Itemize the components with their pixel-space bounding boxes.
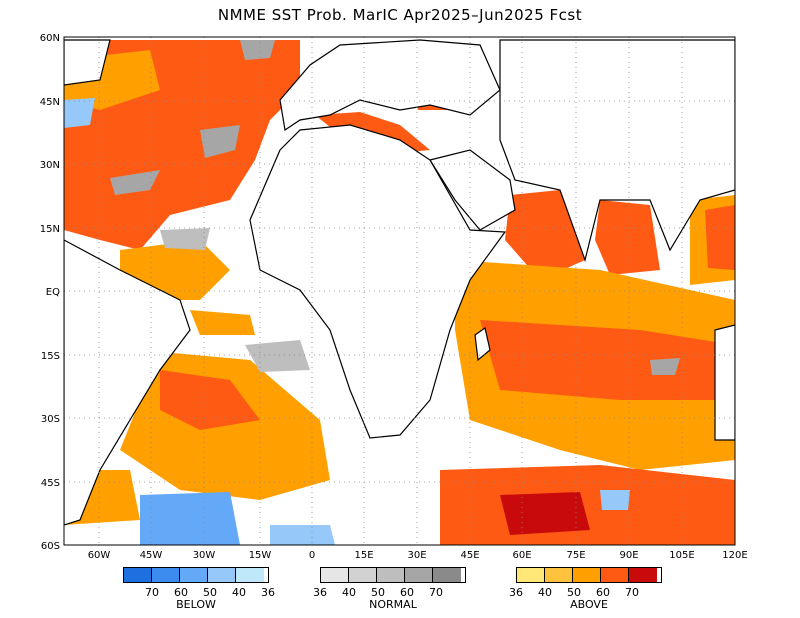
south-america-outline (64, 239, 191, 526)
legend-normal: 36 40 50 60 70 NORMAL (313, 567, 466, 611)
lon-label: 60W (88, 550, 111, 560)
lat-label: 30N (40, 160, 60, 171)
map-title: NMME SST Prob. MarIC Apr2025–Jun2025 Fcs… (217, 6, 583, 24)
lon-label: 15W (249, 550, 272, 560)
legend-swatch (152, 568, 180, 582)
legend-tick: 40 (342, 586, 356, 599)
europe-outline (279, 39, 501, 132)
lon-label: 75E (566, 550, 585, 560)
lon-label: 15E (354, 550, 373, 560)
lat-label: 45S (41, 478, 60, 489)
legend-tick: 40 (232, 586, 246, 599)
lon-label: 45W (140, 550, 163, 560)
shade-south-atlantic-below-2 (270, 525, 335, 545)
legend-above-swatches (516, 567, 662, 583)
lat-label: 45N (40, 97, 60, 108)
shade-arabian-sea (505, 190, 585, 280)
lat-label: 15S (41, 351, 60, 362)
legend-swatch (321, 568, 349, 582)
latitude-labels: 60N 45N 30N 15N EQ 15S 30S 45S 60S (40, 33, 60, 552)
shade-southern-indian (440, 465, 735, 545)
lon-label: 0 (309, 550, 315, 560)
shade-south-atlantic-below (140, 492, 240, 545)
madagascar-outline (474, 326, 491, 362)
lat-label: EQ (46, 287, 60, 298)
lon-label: 90E (619, 550, 638, 560)
lat-label: 60S (41, 541, 60, 552)
legend-swatch (124, 568, 152, 582)
legend-tick: 70 (145, 586, 159, 599)
map-frame (63, 36, 736, 546)
lon-label: 30W (193, 550, 216, 560)
legend-swatch (601, 568, 629, 582)
legend-swatch (180, 568, 208, 582)
lon-label: 120E (722, 550, 747, 560)
shade-bay-of-bengal (595, 200, 660, 275)
land-masses (64, 39, 735, 526)
australia-outline (714, 324, 735, 441)
shade-tropical-atlantic-normal (160, 228, 210, 250)
shade-southern-indian-below (600, 490, 630, 510)
arabia-outline (429, 149, 516, 231)
lat-label: 60N (40, 33, 60, 44)
sst-probability-map: 60N 45N 30N 15N EQ 15S 30S 45S 60S 60W 4… (40, 33, 748, 560)
legend-swatch (349, 568, 377, 582)
legend-swatch (208, 568, 236, 582)
legend-swatch (377, 568, 405, 582)
legend-tick: 60 (174, 586, 188, 599)
legend-swatch (236, 568, 264, 582)
lon-label: 30E (407, 550, 426, 560)
legend-tick: 70 (625, 586, 639, 599)
shade-north-atlantic-normal-2 (110, 170, 160, 195)
legend-swatch (629, 568, 657, 582)
lat-label: 15N (40, 224, 60, 235)
legend-tick: 60 (596, 586, 610, 599)
asia-outline (499, 39, 735, 263)
shade-tropical-atlantic-2 (190, 310, 255, 335)
legend-below-swatches (123, 567, 269, 583)
legend-tick: 70 (429, 586, 443, 599)
lat-label: 30S (41, 414, 60, 425)
legend-tick: 36 (313, 586, 327, 599)
legend-swatch (545, 568, 573, 582)
shade-north-atlantic-below (64, 98, 95, 128)
legend-swatch (573, 568, 601, 582)
graticule (64, 37, 735, 545)
shade-west-pacific-core (705, 205, 735, 270)
legend-swatch (517, 568, 545, 582)
legend-tick: 50 (567, 586, 581, 599)
legend-swatch (433, 568, 461, 582)
shade-southern-indian-core (500, 492, 590, 535)
legend-tick: 50 (371, 586, 385, 599)
legend-above-label: ABOVE (570, 598, 608, 611)
legend-tick: 50 (203, 586, 217, 599)
shade-indian-ocean-core (480, 320, 735, 400)
legend-swatch (405, 568, 433, 582)
shade-south-atlantic-normal (245, 340, 310, 372)
legend-normal-swatches (320, 567, 466, 583)
lon-label: 45E (460, 550, 479, 560)
shade-south-atlantic-core (160, 370, 260, 430)
africa-outline (249, 124, 507, 439)
legend-tick: 60 (400, 586, 414, 599)
shade-north-atlantic-core (70, 100, 260, 200)
shade-indian-ocean-normal (650, 358, 680, 375)
shade-north-atlantic-normal-3 (240, 40, 275, 60)
legend-below: 70 60 50 40 36 BELOW (123, 567, 275, 611)
longitude-labels: 60W 45W 30W 15W 0 15E 30E 45E 60E 75E 90… (88, 550, 748, 560)
legend-normal-label: NORMAL (369, 598, 417, 611)
legend-tick: 40 (538, 586, 552, 599)
legend-tick: 36 (261, 586, 275, 599)
shade-north-atlantic-normal-1 (200, 125, 240, 158)
lon-label: 105E (669, 550, 694, 560)
legend-below-label: BELOW (176, 598, 216, 611)
greenland-outline (64, 39, 111, 86)
lon-label: 60E (512, 550, 531, 560)
legend-tick: 36 (509, 586, 523, 599)
legend-above: 36 40 50 60 70 ABOVE (509, 567, 662, 611)
